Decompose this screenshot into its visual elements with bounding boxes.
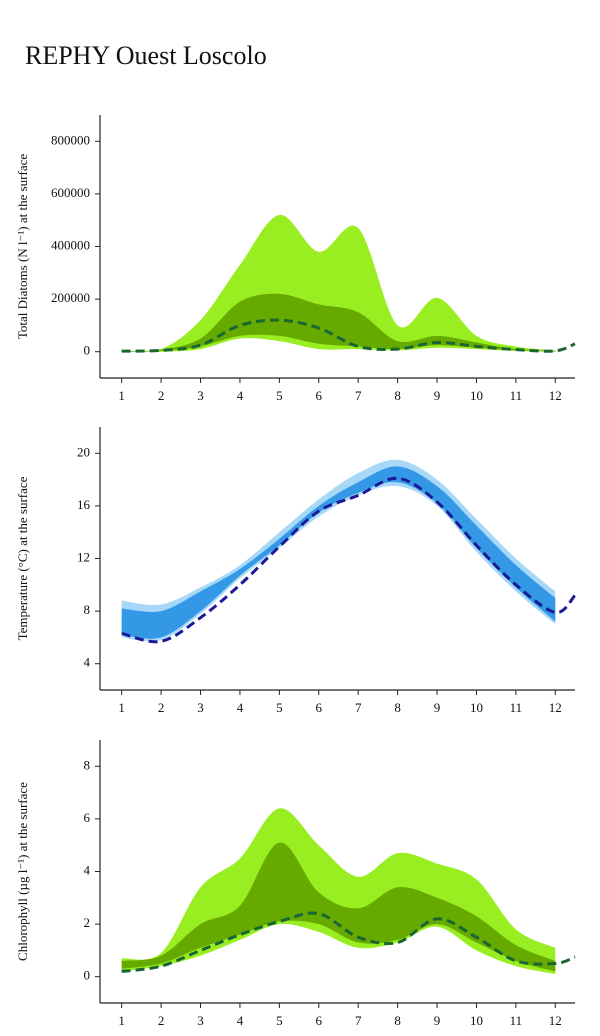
x-tick-label: 2: [158, 700, 165, 715]
x-tick-label: 3: [197, 388, 204, 403]
x-tick-label: 4: [237, 1013, 244, 1028]
x-tick-label: 12: [549, 1013, 562, 1028]
x-tick-label: 12: [549, 700, 562, 715]
y-tick-label: 8: [84, 757, 91, 772]
x-tick-label: 5: [276, 1013, 283, 1028]
x-tick-label: 7: [355, 700, 362, 715]
y-tick-label: 2: [84, 915, 91, 930]
x-tick-label: 9: [434, 700, 441, 715]
y-tick-label: 0: [84, 968, 91, 983]
y-axis-label: Total Diatoms (N l⁻¹) at the surface: [15, 154, 30, 340]
figure-title: REPHY Ouest Loscolo: [25, 41, 267, 70]
x-tick-label: 5: [276, 700, 283, 715]
x-tick-label: 6: [316, 1013, 323, 1028]
x-tick-label: 4: [237, 700, 244, 715]
x-tick-label: 3: [197, 700, 204, 715]
y-tick-label: 8: [84, 602, 91, 617]
x-tick-label: 8: [394, 1013, 401, 1028]
x-tick-label: 2: [158, 388, 165, 403]
x-tick-label: 10: [470, 388, 483, 403]
median-line: [121, 476, 577, 644]
median-line: [121, 318, 576, 353]
x-tick-label: 10: [470, 1013, 483, 1028]
y-tick-label: 600000: [51, 185, 90, 200]
x-tick-label: 1: [118, 388, 125, 403]
y-tick-label: 800000: [51, 132, 90, 147]
x-tick-label: 5: [276, 388, 283, 403]
median-line: [121, 911, 576, 973]
y-tick-label: 200000: [51, 290, 90, 305]
x-tick-label: 10: [470, 700, 483, 715]
y-tick-label: 4: [84, 862, 91, 877]
x-tick-label: 11: [510, 388, 523, 403]
y-tick-label: 12: [77, 549, 90, 564]
x-tick-label: 8: [394, 388, 401, 403]
band: [121, 466, 556, 639]
y-tick-label: 6: [84, 810, 91, 825]
x-tick-label: 12: [549, 388, 562, 403]
x-tick-label: 9: [434, 388, 441, 403]
x-tick-label: 1: [118, 700, 125, 715]
x-tick-label: 7: [355, 1013, 362, 1028]
x-tick-label: 6: [316, 700, 323, 715]
x-tick-label: 6: [316, 388, 323, 403]
x-tick-label: 9: [434, 1013, 441, 1028]
y-tick-label: 400000: [51, 237, 90, 252]
x-tick-label: 4: [237, 388, 244, 403]
y-axis-label: Chlorophyll (µg l⁻¹) at the surface: [15, 782, 30, 961]
y-axis-label: Temperature (°C) at the surface: [15, 476, 30, 640]
y-tick-label: 16: [77, 497, 91, 512]
y-tick-label: 0: [84, 343, 91, 358]
x-tick-label: 2: [158, 1013, 165, 1028]
band: [121, 842, 556, 972]
x-tick-label: 11: [510, 1013, 523, 1028]
x-tick-label: 7: [355, 388, 362, 403]
band: [121, 293, 556, 352]
x-tick-label: 8: [394, 700, 401, 715]
y-tick-label: 4: [84, 655, 91, 670]
x-tick-label: 11: [510, 700, 523, 715]
x-tick-label: 3: [197, 1013, 204, 1028]
y-tick-label: 20: [77, 444, 90, 459]
x-tick-label: 1: [118, 1013, 125, 1028]
